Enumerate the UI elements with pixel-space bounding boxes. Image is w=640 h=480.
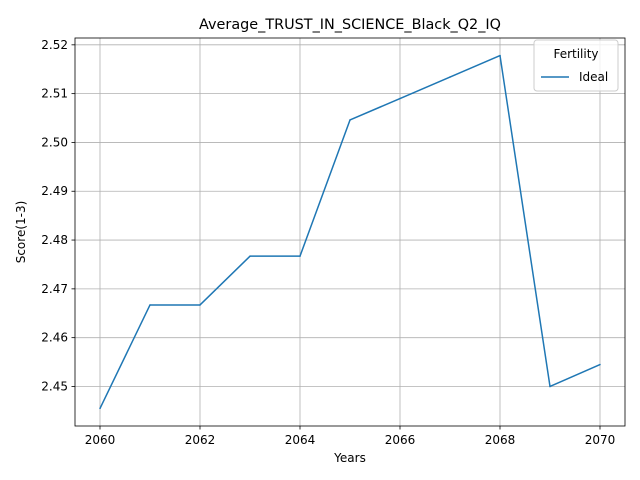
data-point <box>549 386 551 388</box>
y-tick-label: 2.52 <box>41 38 68 52</box>
x-axis-ticks: 2060 2062 2064 2066 2068 2070 <box>85 426 616 447</box>
data-point <box>149 304 151 306</box>
plot-frame <box>75 38 625 426</box>
x-tick-label: 2068 <box>485 433 516 447</box>
y-tick-label: 2.51 <box>41 87 68 101</box>
data-point <box>399 98 401 100</box>
x-axis-label: Years <box>333 451 366 465</box>
y-tick-label: 2.46 <box>41 331 68 345</box>
y-tick-label: 2.50 <box>41 135 68 149</box>
series-line-ideal <box>100 56 600 409</box>
y-tick-label: 2.49 <box>41 184 68 198</box>
legend-label-ideal: Ideal <box>579 70 608 84</box>
y-tick-label: 2.48 <box>41 233 68 247</box>
data-point <box>599 364 601 366</box>
x-tick-label: 2062 <box>185 433 216 447</box>
data-point <box>99 408 101 410</box>
data-point <box>299 255 301 257</box>
x-tick-label: 2070 <box>585 433 616 447</box>
y-tick-label: 2.47 <box>41 282 68 296</box>
x-tick-label: 2066 <box>385 433 416 447</box>
data-point <box>349 119 351 121</box>
x-tick-label: 2060 <box>85 433 116 447</box>
grid-lines <box>75 38 625 426</box>
legend: Fertility Ideal <box>534 40 618 91</box>
data-point <box>449 76 451 78</box>
data-point <box>199 304 201 306</box>
data-point <box>499 55 501 57</box>
x-tick-label: 2064 <box>285 433 316 447</box>
chart-title: Average_TRUST_IN_SCIENCE_Black_Q2_IQ <box>199 17 501 33</box>
data-point <box>249 255 251 257</box>
series-layer <box>99 55 601 409</box>
legend-title: Fertility <box>553 47 598 61</box>
y-axis-ticks: 2.45 2.46 2.47 2.48 2.49 2.50 2.51 2.52 <box>41 38 75 394</box>
y-axis-label: Score(1-3) <box>14 201 28 264</box>
y-tick-label: 2.45 <box>41 379 68 393</box>
